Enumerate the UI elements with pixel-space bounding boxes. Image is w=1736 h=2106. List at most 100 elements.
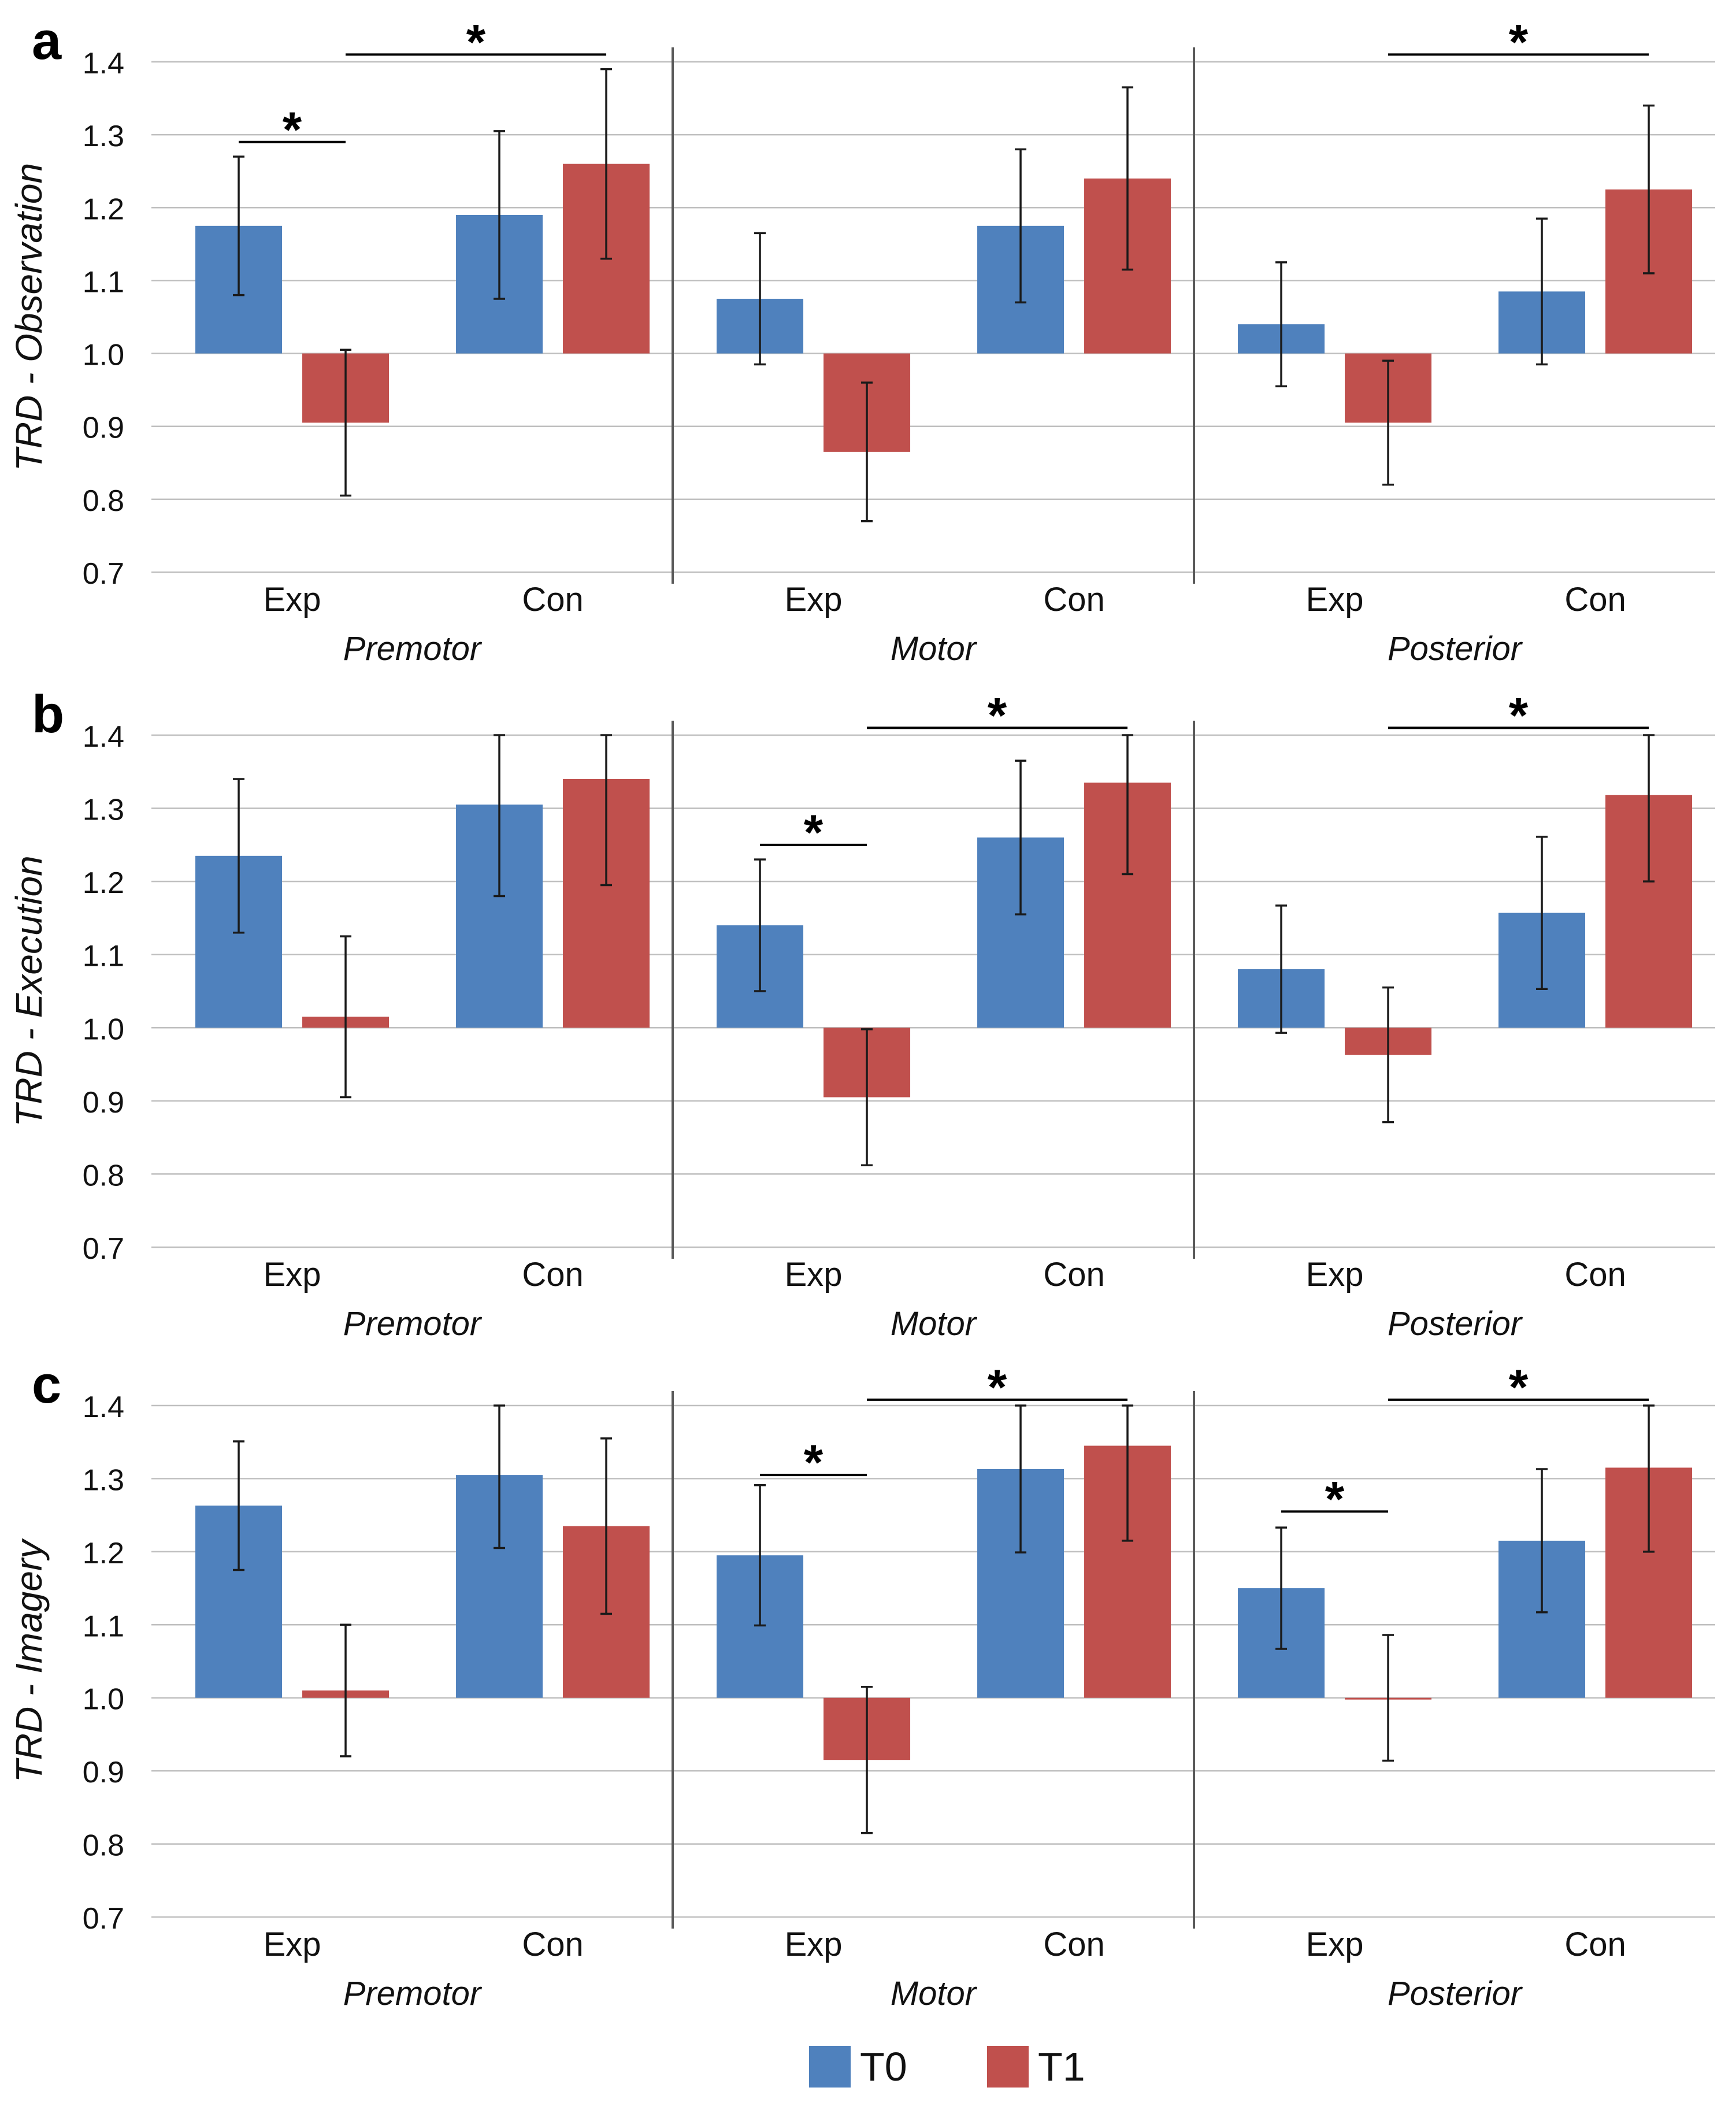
y-tick-label: 0.8	[83, 484, 124, 518]
legend-swatch-t1	[987, 2046, 1029, 2088]
y-tick-label: 1.1	[83, 1610, 124, 1643]
error-bar-t0	[1536, 1468, 1548, 1614]
error-bar-t1	[600, 734, 613, 887]
error-bar-t1	[1643, 734, 1655, 883]
category-label: Con	[1564, 1256, 1626, 1293]
error-bar-t1	[1382, 359, 1394, 486]
error-bar-t0	[494, 1404, 506, 1549]
error-bar-t0	[1015, 1404, 1027, 1553]
error-bar-t0	[1275, 261, 1288, 388]
y-tick-label: 0.8	[83, 1159, 124, 1192]
significance-star: *	[988, 1360, 1007, 1415]
region-label: Premotor	[343, 630, 483, 668]
y-tick-label: 1.0	[83, 339, 124, 372]
legend-swatch-t0	[809, 2046, 851, 2088]
significance-star: *	[804, 805, 824, 861]
error-bar-t0	[754, 232, 766, 366]
category-label: Exp	[264, 1926, 321, 1963]
significance-star: *	[1509, 14, 1529, 70]
error-bar-t1	[1122, 1404, 1134, 1542]
category-label: Con	[522, 581, 583, 618]
category-label: Exp	[1306, 1926, 1364, 1963]
y-tick-label: 0.7	[83, 1902, 124, 1936]
y-axis-title: TRD - Imagery	[8, 1538, 50, 1783]
region-label: Posterior	[1388, 1305, 1523, 1343]
category-label: Exp	[1306, 581, 1364, 618]
error-bar-t1	[861, 1686, 873, 1834]
panel-b: 0.7 0.8 0.9 1.0 1.1 1.2 1.3 1.4 b TRD - Execution…	[8, 685, 1715, 1343]
significance-marker: *	[760, 805, 867, 861]
error-bars	[233, 1404, 1655, 1834]
y-tick-label: 1.1	[83, 940, 124, 973]
significance-marker: *	[239, 102, 346, 158]
y-tick-label: 0.9	[83, 1086, 124, 1119]
panel-label: c	[32, 1355, 61, 1414]
error-bar-t0	[233, 155, 245, 296]
error-bar-t0	[233, 1440, 245, 1571]
category-label: Exp	[785, 1256, 843, 1293]
bars	[195, 778, 1693, 1098]
error-bar-t1	[340, 348, 352, 497]
y-tick-label: 0.9	[83, 1756, 124, 1789]
y-axis-title: TRD - Execution	[8, 855, 50, 1126]
region-label: Posterior	[1388, 1975, 1523, 2012]
error-bar-t0	[233, 778, 245, 934]
error-bar-t1	[1643, 1404, 1655, 1553]
significance-star: *	[1509, 1360, 1529, 1415]
error-bar-t1	[1382, 986, 1394, 1124]
significance-marker: *	[1388, 1360, 1649, 1415]
error-bar-t1	[1122, 86, 1134, 271]
category-label: Con	[1043, 1926, 1104, 1963]
region-label: Posterior	[1388, 630, 1523, 668]
error-bar-t1	[1122, 734, 1134, 876]
y-tick-label: 1.1	[83, 265, 124, 299]
error-bar-t1	[600, 1437, 613, 1615]
legend-item-t1: T1	[987, 2044, 1085, 2089]
y-tick-label: 0.9	[83, 411, 124, 445]
category-label: Exp	[264, 581, 321, 618]
category-label: Exp	[785, 1926, 843, 1963]
panel-a: 0.7 0.8 0.9 1.0 1.1 1.2 1.3 1.4 a TRD - Observati…	[8, 12, 1715, 668]
y-axis-title: TRD - Observation	[8, 163, 50, 471]
y-tick-label: 1.2	[83, 866, 124, 900]
category-label: Exp	[264, 1256, 321, 1293]
y-tick-label: 0.8	[83, 1829, 124, 1863]
category-label: Con	[1564, 581, 1626, 618]
legend-item-t0: T0	[809, 2044, 907, 2089]
legend-label: T1	[1038, 2044, 1085, 2089]
significance-star: *	[466, 14, 486, 70]
y-tick-label: 1.4	[83, 1391, 124, 1424]
panel-label: a	[32, 12, 62, 71]
error-bar-t1	[1382, 1634, 1394, 1762]
category-label: Exp	[1306, 1256, 1364, 1293]
region-label: Motor	[891, 630, 978, 668]
error-bar-t1	[861, 1028, 873, 1166]
significance-marker: *	[1281, 1471, 1389, 1527]
y-tick-label: 1.2	[83, 192, 124, 226]
y-tick-label: 1.3	[83, 794, 124, 827]
y-tick-label: 0.7	[83, 557, 124, 591]
significance-marker: *	[867, 1360, 1128, 1415]
y-tick-label: 1.0	[83, 1013, 124, 1046]
y-tick-label: 1.0	[83, 1683, 124, 1716]
y-tick-label: 1.4	[83, 720, 124, 754]
significance-marker: *	[1388, 14, 1649, 70]
chart-panels: 0.7 0.8 0.9 1.0 1.1 1.2 1.3 1.4 a TRD - Observati…	[8, 12, 1715, 2012]
category-label: Con	[1043, 1256, 1104, 1293]
region-label: Premotor	[343, 1975, 483, 2012]
category-label: Con	[1043, 581, 1104, 618]
legend: T0 T1	[809, 2044, 1085, 2089]
region-label: Motor	[891, 1975, 978, 2012]
error-bar-t0	[1015, 148, 1027, 304]
error-bar-t0	[1536, 217, 1548, 366]
error-bar-t0	[754, 1484, 766, 1627]
y-tick-label: 0.7	[83, 1232, 124, 1266]
significance-marker: *	[760, 1435, 867, 1490]
y-tick-label: 1.3	[83, 120, 124, 153]
error-bar-t0	[754, 858, 766, 992]
category-label: Exp	[785, 581, 843, 618]
error-bar-t0	[1275, 1526, 1288, 1650]
error-bar-t1	[340, 935, 352, 1099]
error-bars	[233, 68, 1655, 522]
